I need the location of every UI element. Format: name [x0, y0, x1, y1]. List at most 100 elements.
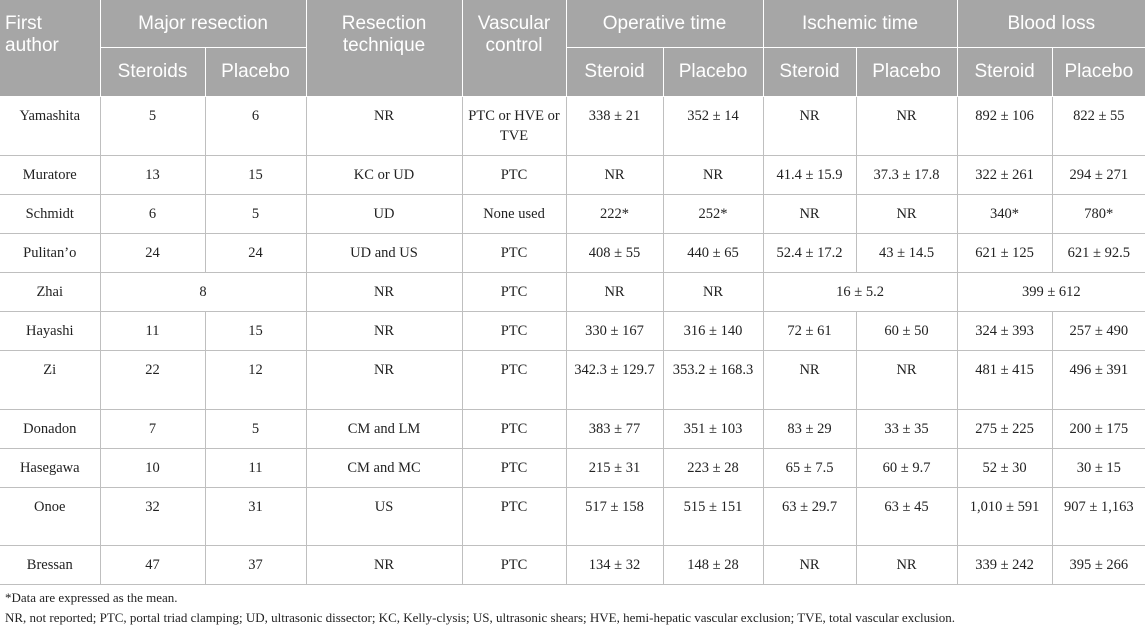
cell-vascular: PTC — [462, 448, 567, 488]
cell-technique: NR — [306, 272, 463, 312]
cell-steroids: 5 — [100, 96, 206, 156]
subheader-placebo-operative: Placebo — [663, 47, 764, 97]
table-row: Hayashi 11 15 NR PTC 330 ± 167 316 ± 140… — [0, 311, 1145, 351]
cell-steroids: 6 — [100, 194, 206, 234]
cell-isch-placebo: NR — [856, 194, 958, 234]
cell-isch-steroid: NR — [763, 194, 857, 234]
cell-vascular: PTC — [462, 233, 567, 273]
cell-technique: US — [306, 487, 463, 546]
subheader-placebo: Placebo — [205, 47, 307, 97]
cell-isch-placebo: 60 ± 9.7 — [856, 448, 958, 488]
cell-op-placebo: 352 ± 14 — [663, 96, 764, 156]
cell-major-merged: 8 — [100, 272, 307, 312]
cell-bl-steroid: 481 ± 415 — [957, 350, 1053, 410]
table-row: Hasegawa 10 11 CM and MC PTC 215 ± 31 22… — [0, 448, 1145, 488]
cell-placebo: 6 — [205, 96, 307, 156]
cell-placebo: 11 — [205, 448, 307, 488]
cell-placebo: 5 — [205, 409, 307, 449]
cell-isch-steroid: 72 ± 61 — [763, 311, 857, 351]
cell-placebo: 5 — [205, 194, 307, 234]
cell-isch-steroid: 41.4 ± 15.9 — [763, 155, 857, 195]
cell-steroids: 32 — [100, 487, 206, 546]
cell-op-placebo: 148 ± 28 — [663, 545, 764, 585]
header-operative-time: Operative time — [566, 0, 764, 48]
cell-isch-steroid: NR — [763, 350, 857, 410]
table-row: Donadon 7 5 CM and LM PTC 383 ± 77 351 ±… — [0, 409, 1145, 449]
cell-isch-placebo: 60 ± 50 — [856, 311, 958, 351]
subheader-steroid-ischemic: Steroid — [763, 47, 857, 97]
cell-author: Schmidt — [0, 194, 101, 234]
cell-bl-steroid: 339 ± 242 — [957, 545, 1053, 585]
cell-vascular: PTC — [462, 311, 567, 351]
cell-placebo: 15 — [205, 311, 307, 351]
cell-steroids: 47 — [100, 545, 206, 585]
cell-bl-placebo: 780* — [1052, 194, 1145, 234]
cell-vascular: PTC — [462, 487, 567, 546]
subheader-steroids: Steroids — [100, 47, 206, 97]
cell-vascular: PTC — [462, 350, 567, 410]
cell-op-steroid: 408 ± 55 — [566, 233, 664, 273]
header-major-resection: Major resection — [100, 0, 307, 48]
cell-technique: UD and US — [306, 233, 463, 273]
cell-vascular: PTC — [462, 155, 567, 195]
cell-bl-steroid: 1,010 ± 591 — [957, 487, 1053, 546]
cell-technique: NR — [306, 545, 463, 585]
table-row: Onoe 32 31 US PTC 517 ± 158 515 ± 151 63… — [0, 487, 1145, 546]
cell-technique: KC or UD — [306, 155, 463, 195]
subheader-placebo-blood-loss: Placebo — [1052, 47, 1145, 97]
cell-bl-steroid: 621 ± 125 — [957, 233, 1053, 273]
cell-vascular: None used — [462, 194, 567, 234]
cell-bl-placebo: 294 ± 271 — [1052, 155, 1145, 195]
cell-op-steroid: 338 ± 21 — [566, 96, 664, 156]
cell-op-placebo: 353.2 ± 168.3 — [663, 350, 764, 410]
cell-op-steroid: 342.3 ± 129.7 — [566, 350, 664, 410]
cell-author: Onoe — [0, 487, 101, 546]
cell-author: Zi — [0, 350, 101, 410]
cell-author: Hasegawa — [0, 448, 101, 488]
header-vascular-control: Vascular control — [462, 0, 567, 97]
cell-bl-placebo: 30 ± 15 — [1052, 448, 1145, 488]
cell-bl-steroid: 275 ± 225 — [957, 409, 1053, 449]
cell-bl-placebo: 621 ± 92.5 — [1052, 233, 1145, 273]
footnotes: *Data are expressed as the mean. NR, not… — [0, 585, 1145, 628]
cell-op-steroid: 215 ± 31 — [566, 448, 664, 488]
cell-isch-placebo: 43 ± 14.5 — [856, 233, 958, 273]
cell-bl-placebo: 496 ± 391 — [1052, 350, 1145, 410]
cell-isch-steroid: 65 ± 7.5 — [763, 448, 857, 488]
cell-vascular: PTC — [462, 272, 567, 312]
cell-vascular: PTC or HVE or TVE — [462, 96, 567, 156]
table-row: Yamashita 5 6 NR PTC or HVE or TVE 338 ±… — [0, 96, 1145, 156]
cell-bl-placebo: 200 ± 175 — [1052, 409, 1145, 449]
footnote-mean: *Data are expressed as the mean. — [5, 589, 178, 605]
cell-bl-steroid: 892 ± 106 — [957, 96, 1053, 156]
cell-isch-steroid: 63 ± 29.7 — [763, 487, 857, 546]
cell-bl-placebo: 822 ± 55 — [1052, 96, 1145, 156]
cell-placebo: 12 — [205, 350, 307, 410]
cell-op-placebo: 223 ± 28 — [663, 448, 764, 488]
cell-vascular: PTC — [462, 409, 567, 449]
footnote-abbreviations: NR, not reported; PTC, portal triad clam… — [5, 609, 955, 625]
cell-op-steroid: NR — [566, 272, 664, 312]
cell-steroids: 22 — [100, 350, 206, 410]
cell-steroids: 10 — [100, 448, 206, 488]
cell-op-steroid: 134 ± 32 — [566, 545, 664, 585]
cell-bl-steroid: 340* — [957, 194, 1053, 234]
cell-steroids: 13 — [100, 155, 206, 195]
cell-op-placebo: 351 ± 103 — [663, 409, 764, 449]
cell-bl-merged: 399 ± 612 — [957, 272, 1145, 312]
cell-author: Donadon — [0, 409, 101, 449]
cell-bl-steroid: 324 ± 393 — [957, 311, 1053, 351]
cell-isch-steroid: 52.4 ± 17.2 — [763, 233, 857, 273]
cell-isch-placebo: NR — [856, 96, 958, 156]
table-row: Muratore 13 15 KC or UD PTC NR NR 41.4 ±… — [0, 155, 1145, 195]
cell-op-steroid: 517 ± 158 — [566, 487, 664, 546]
cell-steroids: 24 — [100, 233, 206, 273]
cell-isch-placebo: 63 ± 45 — [856, 487, 958, 546]
header-blood-loss: Blood loss — [957, 0, 1145, 48]
cell-technique: NR — [306, 96, 463, 156]
cell-op-steroid: NR — [566, 155, 664, 195]
data-table: First author Major resection Resection t… — [0, 0, 1145, 585]
cell-isch-placebo: NR — [856, 350, 958, 410]
cell-isch-steroid: NR — [763, 545, 857, 585]
cell-isch-placebo: 37.3 ± 17.8 — [856, 155, 958, 195]
